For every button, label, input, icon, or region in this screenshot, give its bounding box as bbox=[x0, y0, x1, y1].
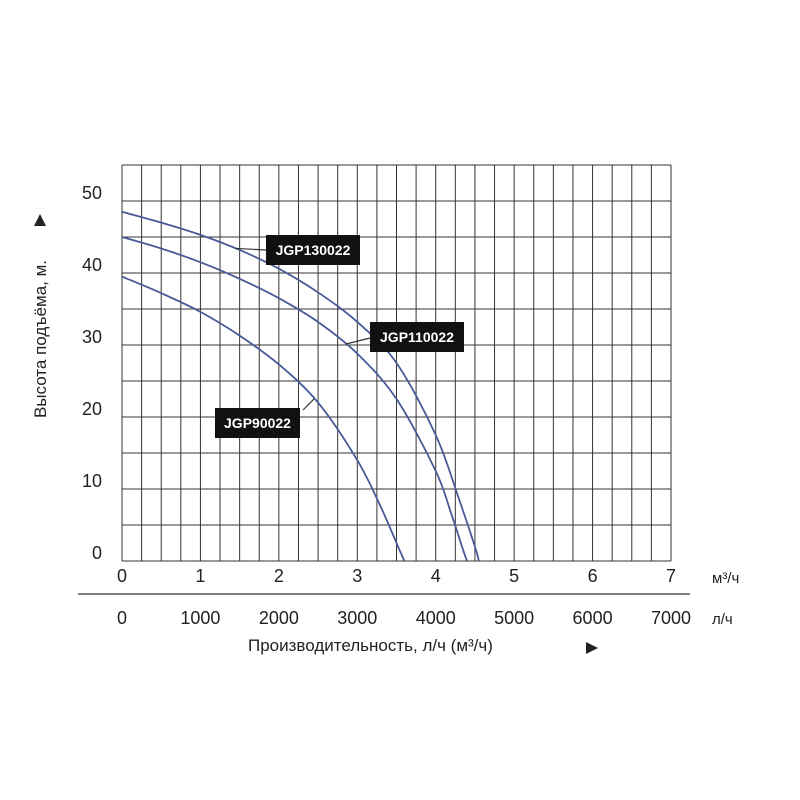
x-tick-label-primary: 2 bbox=[274, 566, 284, 586]
x-tick-label-primary: 4 bbox=[431, 566, 441, 586]
x-tick-label-secondary: 3000 bbox=[337, 608, 377, 628]
series-line-jgp90022 bbox=[121, 275, 406, 562]
label-box bbox=[266, 235, 360, 265]
y-tick-label: 0 bbox=[92, 543, 102, 563]
series-label-jgp130022: JGP130022 bbox=[266, 235, 360, 265]
y-axis-title: Высота подъёма, м. bbox=[31, 260, 50, 418]
series-label-jgp90022: JGP90022 bbox=[215, 408, 300, 438]
x-tick-label-secondary: 4000 bbox=[416, 608, 456, 628]
y-tick-label: 50 bbox=[82, 183, 102, 203]
label-leader-lines bbox=[235, 247, 371, 411]
x-tick-label-secondary: 5000 bbox=[494, 608, 534, 628]
label-text: JGP110022 bbox=[380, 329, 454, 345]
x-axis-title: Производительность, л/ч (м³/ч) bbox=[248, 636, 493, 655]
x-unit-primary: м³/ч bbox=[712, 570, 739, 587]
label-text: JGP130022 bbox=[276, 242, 351, 258]
leader-line bbox=[345, 337, 371, 345]
series-labels: JGP130022 JGP110022 JGP90022 bbox=[215, 235, 464, 438]
series-line-jgp110022 bbox=[121, 236, 468, 562]
leader-line bbox=[302, 398, 315, 411]
y-tick-label: 30 bbox=[82, 327, 102, 347]
x-tick-label-primary: 0 bbox=[117, 566, 127, 586]
y-axis-arrow-icon bbox=[34, 214, 46, 226]
y-tick-label: 10 bbox=[82, 471, 102, 491]
x-unit-secondary: л/ч bbox=[712, 611, 733, 628]
x-tick-label-primary: 6 bbox=[588, 566, 598, 586]
chart-grid bbox=[121, 164, 672, 562]
x-tick-label-secondary: 2000 bbox=[259, 608, 299, 628]
x-tick-label-primary: 5 bbox=[509, 566, 519, 586]
x-tick-label-secondary: 7000 bbox=[651, 608, 691, 628]
label-box bbox=[370, 322, 464, 352]
y-tick-label: 40 bbox=[82, 255, 102, 275]
label-text: JGP90022 bbox=[224, 415, 291, 431]
x-tick-label-secondary: 0 bbox=[117, 608, 127, 628]
x-axis-arrow-icon bbox=[586, 642, 598, 654]
y-tick-label: 20 bbox=[82, 399, 102, 419]
series-line-jgp130022 bbox=[121, 210, 480, 562]
pump-curves bbox=[121, 210, 480, 562]
leader-line bbox=[235, 247, 267, 251]
label-box bbox=[215, 408, 300, 438]
x-tick-label-primary: 3 bbox=[352, 566, 362, 586]
series-label-jgp110022: JGP110022 bbox=[370, 322, 464, 352]
x-tick-label-primary: 7 bbox=[666, 566, 676, 586]
tick-labels: 0 1 2 3 4 5 6 7 0 1000 2000 3000 4000 5000 6000 7000 0 10… bbox=[82, 183, 691, 628]
x-tick-label-primary: 1 bbox=[195, 566, 205, 586]
x-tick-label-secondary: 1000 bbox=[180, 608, 220, 628]
x-tick-label-secondary: 6000 bbox=[573, 608, 613, 628]
